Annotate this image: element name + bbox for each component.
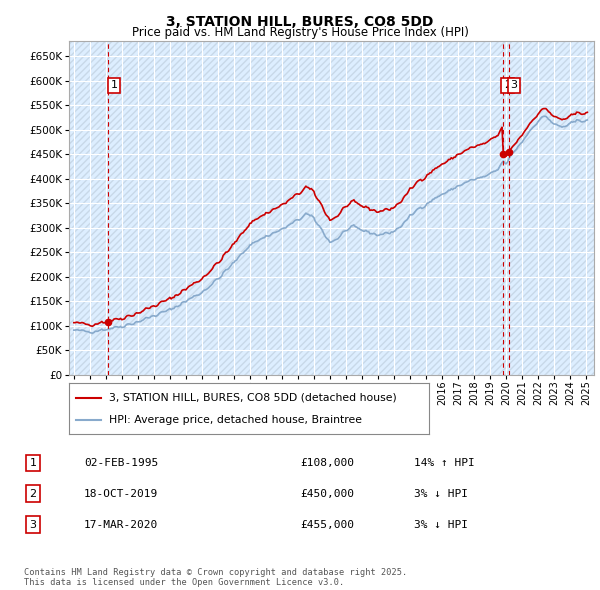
Text: 1: 1 — [110, 80, 118, 90]
Text: 3: 3 — [511, 80, 518, 90]
Text: 3, STATION HILL, BURES, CO8 5DD (detached house): 3, STATION HILL, BURES, CO8 5DD (detache… — [109, 392, 397, 402]
Text: 17-MAR-2020: 17-MAR-2020 — [84, 520, 158, 529]
Text: 3% ↓ HPI: 3% ↓ HPI — [414, 489, 468, 499]
Text: 2: 2 — [504, 80, 511, 90]
Text: 1: 1 — [29, 458, 37, 468]
Text: 3, STATION HILL, BURES, CO8 5DD: 3, STATION HILL, BURES, CO8 5DD — [166, 15, 434, 29]
Text: £108,000: £108,000 — [300, 458, 354, 468]
Text: 02-FEB-1995: 02-FEB-1995 — [84, 458, 158, 468]
Text: Price paid vs. HM Land Registry's House Price Index (HPI): Price paid vs. HM Land Registry's House … — [131, 26, 469, 39]
Text: 14% ↑ HPI: 14% ↑ HPI — [414, 458, 475, 468]
Text: 3% ↓ HPI: 3% ↓ HPI — [414, 520, 468, 529]
Text: 3: 3 — [29, 520, 37, 529]
Text: £450,000: £450,000 — [300, 489, 354, 499]
Text: Contains HM Land Registry data © Crown copyright and database right 2025.
This d: Contains HM Land Registry data © Crown c… — [24, 568, 407, 587]
Text: 2: 2 — [29, 489, 37, 499]
Text: HPI: Average price, detached house, Braintree: HPI: Average price, detached house, Brai… — [109, 415, 362, 425]
Text: 18-OCT-2019: 18-OCT-2019 — [84, 489, 158, 499]
Text: £455,000: £455,000 — [300, 520, 354, 529]
